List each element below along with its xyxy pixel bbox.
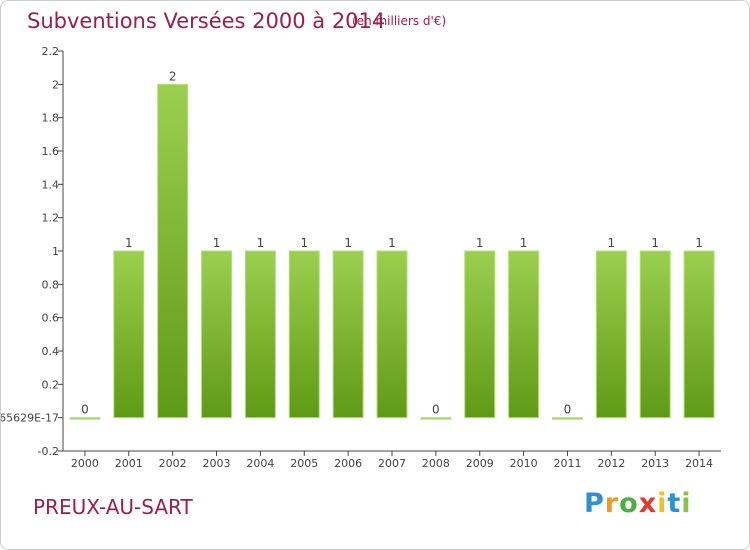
y-tick-label: 1.6 <box>42 145 60 158</box>
bar-value-label: 1 <box>520 236 528 250</box>
y-tick-label: -1.5265629E-17 <box>1 412 59 425</box>
bar-value-label: 1 <box>388 236 396 250</box>
y-tick-label: 1.2 <box>42 212 60 225</box>
bar <box>201 250 233 419</box>
y-tick-label: 0.6 <box>42 312 60 325</box>
logo-letter: x <box>638 488 658 519</box>
x-tick-label: 2007 <box>378 457 406 470</box>
bar <box>508 250 540 419</box>
y-tick-label: 1.4 <box>42 178 60 191</box>
x-tick-label: 2005 <box>290 457 318 470</box>
logo-letter: P <box>584 488 605 519</box>
bar-value-label: 1 <box>476 236 484 250</box>
bar <box>420 417 452 420</box>
x-tick-label: 2001 <box>115 457 143 470</box>
bar-value-label: 1 <box>125 236 133 250</box>
y-tick-label: 0.8 <box>42 278 60 291</box>
bar-value-label: 1 <box>344 236 352 250</box>
logo-letter: i <box>657 488 668 519</box>
data-labels: 0 1 2 1 1 1 1 1 0 1 1 0 1 1 1 <box>81 69 703 416</box>
y-tick-label: 2.2 <box>42 45 60 58</box>
bar-value-label: 1 <box>651 236 659 250</box>
bar <box>288 250 320 419</box>
bar <box>332 250 364 419</box>
bar <box>376 250 408 419</box>
bar <box>595 250 627 419</box>
bar <box>157 83 189 419</box>
logo-letter: o <box>619 488 639 519</box>
x-tick-label: 2011 <box>553 457 581 470</box>
y-tick-label: 0.2 <box>42 378 60 391</box>
bar <box>69 417 101 420</box>
bar-value-label: 0 <box>81 403 89 417</box>
commune-name: PREUX-AU-SART <box>33 495 193 519</box>
x-tick-label: 2009 <box>466 457 494 470</box>
bar <box>464 250 496 419</box>
chart-title: Subventions Versées 2000 à 2014 <box>27 9 386 33</box>
x-tick-label: 2003 <box>203 457 231 470</box>
bar <box>639 250 671 419</box>
y-tick-label: 2 <box>52 78 59 91</box>
x-tick-label: 2014 <box>685 457 713 470</box>
bar <box>113 250 145 419</box>
bar-value-label: 0 <box>564 403 572 417</box>
x-tick-label: 2002 <box>159 457 187 470</box>
x-tick-label: 2006 <box>334 457 362 470</box>
bar <box>683 250 715 419</box>
bar <box>551 417 583 420</box>
y-tick-label: 1 <box>52 245 59 258</box>
x-tick-label: 2012 <box>597 457 625 470</box>
bar-value-label: 1 <box>695 236 703 250</box>
x-tick-label: 2013 <box>641 457 669 470</box>
x-tick-label: 2004 <box>246 457 274 470</box>
bar <box>244 250 276 419</box>
bar-value-label: 0 <box>432 403 440 417</box>
y-tick-label: 1.8 <box>42 112 60 125</box>
proxiti-logo: Proxiti <box>584 488 692 519</box>
bar-value-label: 2 <box>169 69 177 83</box>
x-tick-label: 2010 <box>510 457 538 470</box>
bars <box>69 83 715 420</box>
x-tick-label: 2008 <box>422 457 450 470</box>
logo-letter: i <box>681 488 692 519</box>
logo-letter: r <box>604 488 620 519</box>
chart-unit: (en milliers d'€) <box>352 14 447 28</box>
y-tick-label: 0.4 <box>42 345 60 358</box>
bar-value-label: 1 <box>608 236 616 250</box>
x-tick-label: 2000 <box>71 457 99 470</box>
axes: -0.2 -1.5265629E-17 0.2 0.4 0.6 0.8 1 1.2 1.4 1.6… <box>1 45 721 470</box>
bar-value-label: 1 <box>257 236 265 250</box>
bar-value-label: 1 <box>213 236 221 250</box>
logo-letter: t <box>667 488 682 519</box>
bar-value-label: 1 <box>300 236 308 250</box>
y-tick-label: -0.2 <box>38 445 59 458</box>
